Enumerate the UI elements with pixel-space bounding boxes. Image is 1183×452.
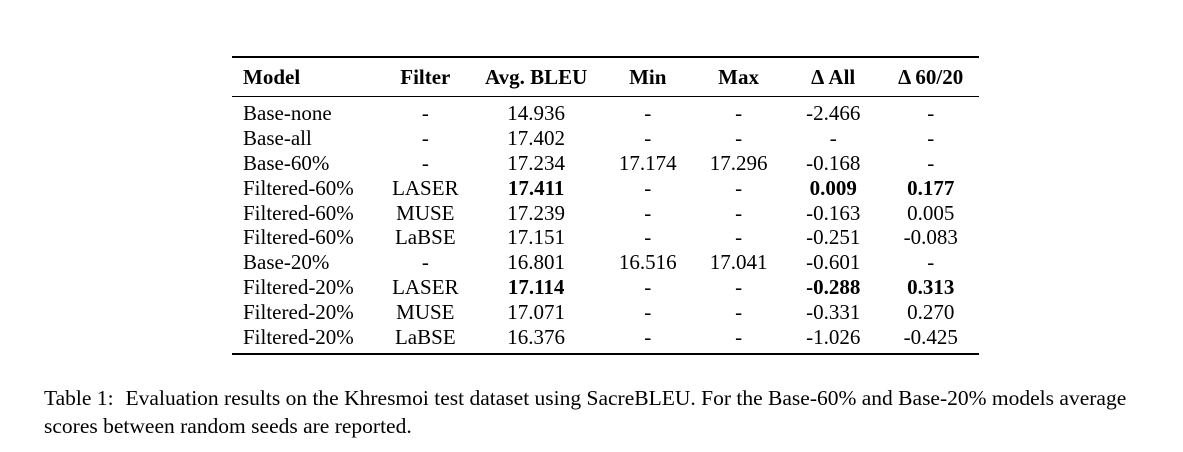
cell-filter: LASER xyxy=(392,175,459,200)
cell-model: Base-all xyxy=(243,126,312,151)
cell-model: Filtered-20% xyxy=(243,324,354,349)
cell-filter: - xyxy=(421,101,429,126)
cell-max: 17.041 xyxy=(709,250,768,275)
cell-avg-bleu: 17.234 xyxy=(507,150,565,175)
header-row: Model Filter Avg. BLEU Min Max Δ All Δ 6… xyxy=(232,57,979,97)
cell-filter: LaBSE xyxy=(394,225,456,250)
cell-delta-60-20: - xyxy=(927,126,935,151)
table-row: Filtered-60% LaBSE 17.151 - - -0.251 -0.083 xyxy=(232,225,979,250)
header-delta-60-20: Δ 60/20 xyxy=(898,64,964,89)
cell-avg-bleu: 16.801 xyxy=(507,250,565,275)
cell-min: - xyxy=(644,175,652,200)
table-header: Model Filter Avg. BLEU Min Max Δ All Δ 6… xyxy=(232,57,979,97)
cell-avg-bleu: 17.411 xyxy=(507,175,565,200)
cell-min: - xyxy=(644,101,652,126)
cell-delta-all: -0.168 xyxy=(806,150,861,175)
cell-min: - xyxy=(644,299,652,324)
cell-avg-bleu: 17.114 xyxy=(507,274,565,299)
caption-label: Table 1: xyxy=(44,386,114,410)
cell-filter: LaBSE xyxy=(394,324,456,349)
cell-avg-bleu: 17.071 xyxy=(507,299,565,324)
cell-min: - xyxy=(644,225,652,250)
cell-model: Filtered-60% xyxy=(243,175,354,200)
table-row: Filtered-20% LaBSE 16.376 - - -1.026 -0.425 xyxy=(232,324,979,354)
cell-filter: LASER xyxy=(392,274,459,299)
results-table: Model Filter Avg. BLEU Min Max Δ All Δ 6… xyxy=(232,56,979,355)
cell-model: Filtered-60% xyxy=(243,225,354,250)
cell-model: Base-60% xyxy=(243,150,330,175)
table-row: Filtered-20% LASER 17.114 - - -0.288 0.313 xyxy=(232,275,979,300)
cell-avg-bleu: 17.239 xyxy=(507,200,565,225)
cell-delta-60-20: 0.270 xyxy=(907,299,955,324)
cell-avg-bleu: 17.402 xyxy=(507,126,565,151)
cell-model: Filtered-20% xyxy=(243,274,354,299)
cell-delta-all: -1.026 xyxy=(806,324,861,349)
cell-avg-bleu: 16.376 xyxy=(507,324,565,349)
caption-text: Evaluation results on the Khresmoi test … xyxy=(44,386,1127,438)
cell-delta-all: -0.163 xyxy=(806,200,861,225)
results-table-container: Model Filter Avg. BLEU Min Max Δ All Δ 6… xyxy=(232,56,979,355)
cell-delta-all: -0.288 xyxy=(806,274,861,299)
cell-delta-60-20: - xyxy=(927,101,935,126)
cell-delta-all: 0.009 xyxy=(809,175,857,200)
cell-delta-all: -0.601 xyxy=(806,250,861,275)
table-body: Base-none -14.936- - -2.466- Base-all -17.402… xyxy=(232,97,979,354)
cell-delta-60-20: 0.177 xyxy=(907,175,955,200)
cell-max: - xyxy=(735,200,743,225)
cell-filter: - xyxy=(421,250,429,275)
cell-delta-60-20: - xyxy=(927,150,935,175)
cell-filter: - xyxy=(421,126,429,151)
cell-filter: - xyxy=(421,150,429,175)
table-row: Base-none - 14.936 - - -2.466 - xyxy=(232,97,979,126)
cell-min: - xyxy=(644,200,652,225)
table-row: Filtered-60% LASER 17.411 - - 0.009 0.177 xyxy=(232,175,979,200)
cell-delta-60-20: 0.313 xyxy=(907,274,955,299)
cell-min: - xyxy=(644,324,652,349)
cell-min: - xyxy=(644,126,652,151)
cell-filter: MUSE xyxy=(396,299,455,324)
table-caption: Table 1: Evaluation results on the Khresm… xyxy=(44,384,1179,440)
table-row: Filtered-20% MUSE 17.071 - - -0.331 0.270 xyxy=(232,299,979,324)
cell-delta-all: -0.331 xyxy=(806,299,861,324)
cell-max: - xyxy=(735,274,743,299)
table-row: Base-20% - 16.801 16.516 17.041 -0.601 - xyxy=(232,250,979,275)
header-avg-bleu: Avg. BLEU xyxy=(484,64,588,89)
cell-delta-60-20: -0.083 xyxy=(903,225,958,250)
cell-delta-all: - xyxy=(829,126,837,151)
cell-min: 17.174 xyxy=(618,150,677,175)
cell-model: Base-20% xyxy=(243,250,330,275)
cell-max: 17.296 xyxy=(709,150,768,175)
header-max: Max xyxy=(718,64,759,89)
table-row: Base-all - 17.402 - - - - xyxy=(232,126,979,151)
table-row: Filtered-60% MUSE 17.239 - - -0.163 0.005 xyxy=(232,200,979,225)
cell-min: - xyxy=(644,274,652,299)
cell-model: Filtered-60% xyxy=(243,200,354,225)
cell-model: Filtered-20% xyxy=(243,299,354,324)
cell-model: Base-none xyxy=(243,101,332,126)
cell-avg-bleu: 14.936 xyxy=(507,101,565,126)
header-delta-all: Δ All xyxy=(811,64,856,89)
cell-max: - xyxy=(735,126,743,151)
cell-max: - xyxy=(735,299,743,324)
cell-max: - xyxy=(735,324,743,349)
cell-max: - xyxy=(735,101,743,126)
cell-delta-60-20: 0.005 xyxy=(907,200,955,225)
cell-max: - xyxy=(735,175,743,200)
cell-avg-bleu: 17.151 xyxy=(507,225,565,250)
cell-delta-60-20: - xyxy=(927,250,935,275)
cell-min: 16.516 xyxy=(618,250,677,275)
header-model: Model xyxy=(243,64,301,89)
cell-filter: MUSE xyxy=(396,200,455,225)
table-row: Base-60% - 17.234 17.174 17.296 -0.168 - xyxy=(232,151,979,176)
cell-max: - xyxy=(735,225,743,250)
cell-delta-60-20: -0.425 xyxy=(903,324,958,349)
cell-delta-all: -0.251 xyxy=(806,225,861,250)
cell-delta-all: -2.466 xyxy=(806,101,861,126)
header-min: Min xyxy=(629,64,667,89)
header-filter: Filter xyxy=(400,64,451,89)
